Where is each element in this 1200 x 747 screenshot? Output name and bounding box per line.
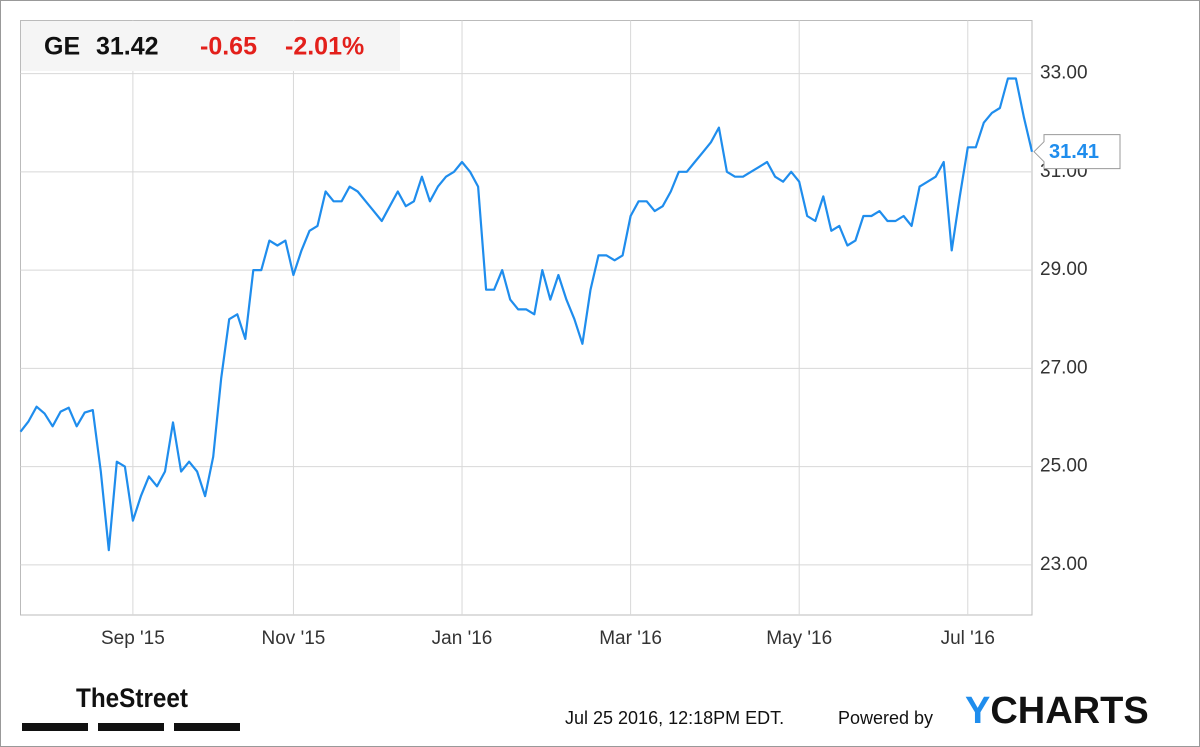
change: -0.65 <box>200 33 257 61</box>
plot-area <box>20 20 1033 616</box>
price-line <box>19 77 1034 552</box>
last-value-label: 31.41 <box>1049 141 1099 163</box>
y-tick-label: 27.00 <box>1040 357 1088 378</box>
price: 31.42 <box>96 33 159 61</box>
x-tick-label: Jan '16 <box>432 628 493 649</box>
change-pct: -2.01% <box>285 33 364 61</box>
x-tick-label: Jul '16 <box>941 628 995 649</box>
y-tick-label: 33.00 <box>1040 63 1088 84</box>
y-tick-label: 23.00 <box>1040 554 1088 575</box>
ticker: GE <box>44 33 80 61</box>
brand-logo: YCHARTS <box>965 690 1149 732</box>
y-tick-label: 25.00 <box>1040 456 1088 477</box>
logo-bar <box>22 723 88 731</box>
quote-box <box>21 21 400 71</box>
powered-by: Powered by <box>838 708 933 728</box>
source-logo: TheStreet <box>76 683 188 713</box>
x-tick-label: Mar '16 <box>599 628 662 649</box>
x-tick-label: Sep '15 <box>101 628 165 649</box>
timestamp: Jul 25 2016, 12:18PM EDT. <box>565 708 784 728</box>
logo-bar <box>174 723 240 731</box>
logo-bar <box>98 723 164 731</box>
x-tick-label: May '16 <box>766 628 832 649</box>
last-value-callout <box>1033 134 1121 170</box>
x-tick-label: Nov '15 <box>262 628 326 649</box>
y-tick-label: 29.00 <box>1040 259 1088 280</box>
